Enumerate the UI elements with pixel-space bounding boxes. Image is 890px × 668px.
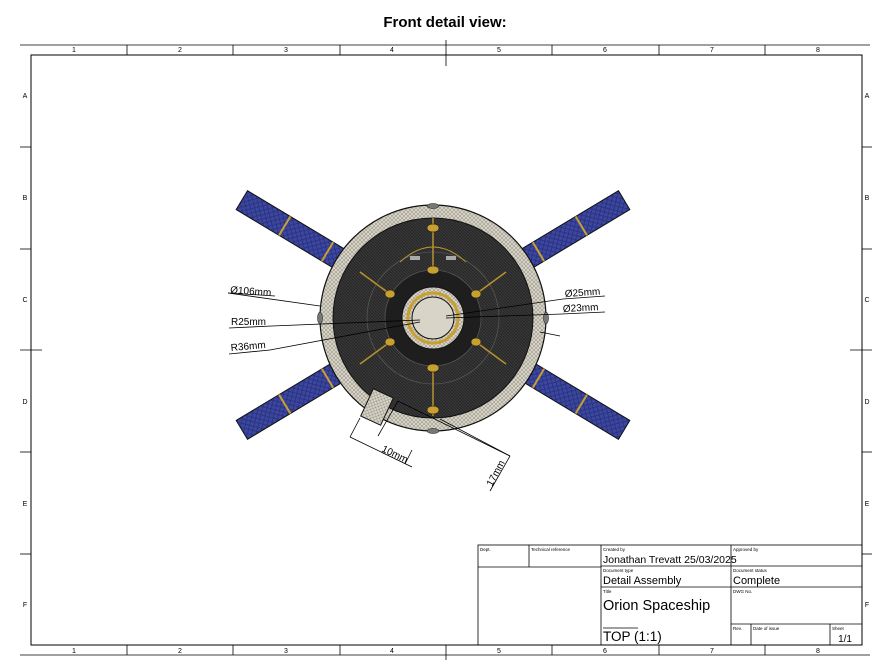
page-title: Front detail view: (383, 14, 507, 31)
dim-label-10mm: 10mm (380, 444, 410, 466)
row-label-right-e: E (865, 501, 870, 508)
col-label-bottom-4: 4 (390, 648, 394, 655)
tb-created-by-value: Jonathan Trevatt 25/03/2025 (603, 554, 737, 566)
col-label-bottom-7: 7 (710, 648, 714, 655)
row-labels-right: A B C D E F (864, 93, 869, 609)
col-label-bottom-6: 6 (603, 648, 607, 655)
tb-techref-label: Technical reference (531, 547, 571, 552)
tb-doc-type-value: Detail Assembly (603, 575, 682, 587)
row-label-c: C (22, 297, 27, 304)
tb-doc-type-label: Document type (603, 568, 634, 573)
tb-doc-status-value: Complete (733, 575, 780, 587)
tb-rev-label: Rev. (733, 626, 742, 631)
col-label-4: 4 (390, 47, 394, 54)
tb-doc-status-label: Document status (733, 568, 768, 573)
row-label-a: A (23, 93, 28, 100)
col-label-bottom-2: 2 (178, 648, 182, 655)
row-label-right-d: D (864, 399, 869, 406)
hull-thrusters (384, 223, 482, 415)
dim-label-r25: R25mm (231, 317, 266, 328)
sheet-border (20, 40, 872, 660)
tb-sheet-label: Sheet (832, 626, 845, 631)
row-label-right-c: C (864, 297, 869, 304)
dim-label-r36: R36mm (230, 340, 266, 354)
col-label-3: 3 (284, 47, 288, 54)
tb-sheet-value: 1/1 (838, 634, 852, 645)
col-label-1: 1 (72, 47, 76, 54)
tb-title-label: Title (603, 589, 612, 594)
dimension-lines (227, 292, 606, 492)
tb-created-by-label: Created by (603, 547, 626, 552)
row-labels-left: A B C D E F (22, 93, 27, 609)
col-label-2: 2 (178, 47, 182, 54)
col-label-bottom-3: 3 (284, 648, 288, 655)
tb-title-value: Orion Spaceship (603, 598, 710, 614)
dim-label-17mm: 17mm (485, 459, 508, 489)
col-label-5: 5 (497, 47, 501, 54)
tb-dept-label: Dept. (480, 547, 491, 552)
row-label-f: F (23, 602, 27, 609)
column-labels-top: 1 2 3 4 5 6 7 8 (72, 47, 820, 54)
title-block-text: Dept. Technical reference Created by Jon… (480, 547, 852, 645)
row-label-right-b: B (865, 195, 870, 202)
title-block (477, 544, 863, 646)
dim-label-d106: Ø106mm (230, 285, 272, 299)
row-label-d: D (22, 399, 27, 406)
tb-approved-by-label: Approved by (733, 547, 759, 552)
col-label-6: 6 (603, 47, 607, 54)
spaceship-drawing (235, 190, 631, 440)
tb-view-value: TOP (1:1) (603, 629, 662, 644)
col-label-bottom-1: 1 (72, 648, 76, 655)
hatch-block (360, 388, 394, 426)
col-label-bottom-5: 5 (497, 648, 501, 655)
column-labels-bottom: 1 2 3 4 5 6 7 8 (72, 648, 820, 655)
col-label-bottom-8: 8 (816, 648, 820, 655)
dim-label-d23: Ø23mm (563, 302, 599, 315)
row-label-b: B (23, 195, 28, 202)
docking-port-ring (406, 291, 460, 345)
row-label-right-f: F (865, 602, 869, 609)
col-label-8: 8 (816, 47, 820, 54)
col-label-7: 7 (710, 47, 714, 54)
row-label-e: E (23, 501, 28, 508)
tb-dwg-label: DWG No. (733, 589, 752, 594)
row-label-right-a: A (865, 93, 870, 100)
dim-label-d25: Ø25mm (564, 287, 600, 300)
tb-date-issue-label: Date of issue (753, 626, 780, 631)
